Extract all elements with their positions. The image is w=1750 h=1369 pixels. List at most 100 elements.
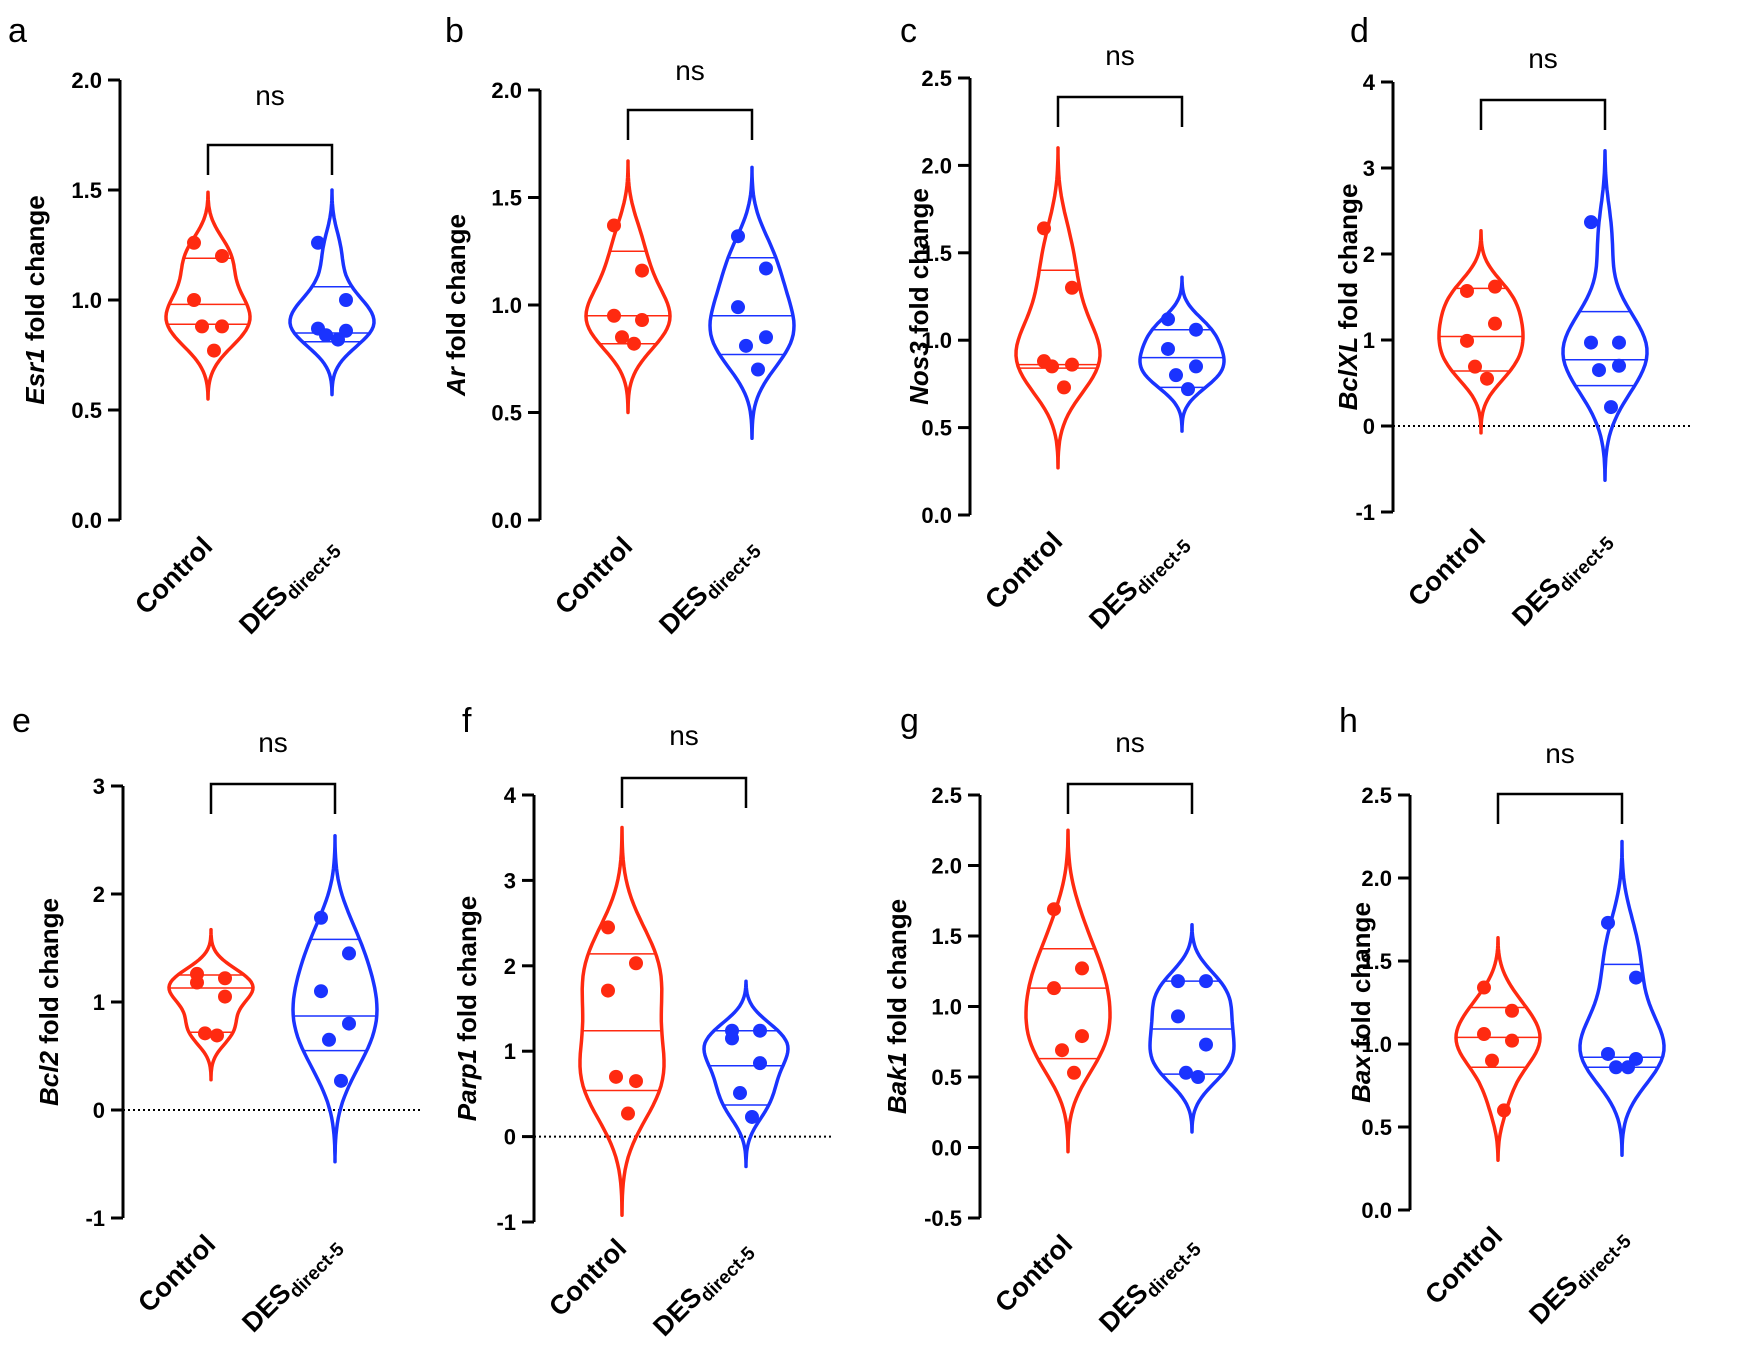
data-point: [339, 293, 353, 307]
violin-control: [584, 159, 672, 415]
significance-bracket: [1496, 792, 1624, 824]
panel-e: e -1 0 1 2 3 Bcl2 fold change ns Control DESdirec…: [12, 702, 423, 1342]
significance-label: ns: [675, 55, 705, 86]
y-tick-label: 1: [93, 990, 105, 1015]
y-axis-label: Ar fold change: [441, 214, 471, 397]
y-tick-label: 2: [1363, 242, 1375, 267]
y-tick-label: 1: [504, 1039, 516, 1064]
data-point: [1584, 215, 1598, 230]
data-point: [334, 1073, 348, 1088]
y-tick-label: 0: [93, 1098, 105, 1123]
y-tick-label: 0.5: [931, 1065, 962, 1090]
panel-letter: e: [12, 702, 31, 740]
y-axis-label: Parp1 fold change: [452, 896, 482, 1121]
y-tick-label: 0.0: [71, 508, 102, 533]
y-axis-label-suffix: fold change: [34, 898, 64, 1051]
x-category-subscript: direct-5: [285, 1239, 349, 1303]
violin-outline: [1437, 229, 1525, 435]
data-point: [609, 1069, 623, 1084]
data-point: [210, 1028, 224, 1043]
y-tick-label: 2.0: [921, 153, 952, 178]
panel-letter: b: [445, 12, 464, 50]
panel-f: f -1 0 1 2 3 4 Parp1 fold change ns Control DESdir…: [452, 702, 834, 1342]
data-point: [311, 235, 325, 250]
y-axis-label: Bcl2 fold change: [34, 898, 64, 1106]
data-point: [1189, 322, 1203, 337]
data-point: [635, 263, 649, 278]
data-point: [1468, 359, 1482, 374]
data-point: [1075, 961, 1089, 976]
violin-outline: [167, 927, 255, 1082]
violin-outline: [1138, 275, 1226, 433]
y-tick-label: 2.0: [71, 68, 102, 93]
violin-outline: [1148, 922, 1236, 1134]
x-category-label: Control: [989, 1229, 1078, 1318]
x-category-subscript: direct-5: [282, 541, 346, 605]
y-axis-label-gene: Ar: [441, 365, 471, 397]
violin-control: [1454, 936, 1542, 1162]
data-point: [731, 229, 745, 244]
x-category-subscript: direct-5: [702, 541, 766, 605]
data-point: [1065, 280, 1079, 295]
y-tick-label: 2.5: [931, 783, 962, 808]
data-point: [1584, 335, 1598, 350]
data-point: [733, 1086, 747, 1101]
violin-des: [1578, 839, 1666, 1157]
significance-label: ns: [1528, 43, 1558, 74]
y-axis-label-gene: Parp1: [452, 1049, 482, 1121]
y-axis-label-gene: BclXL: [1333, 337, 1363, 411]
data-point: [745, 1109, 759, 1124]
data-point: [607, 218, 621, 233]
data-point: [615, 330, 629, 345]
panel-letter: d: [1350, 12, 1369, 50]
significance-bracket: [206, 143, 334, 175]
y-tick-label: 1.5: [931, 924, 962, 949]
data-point: [1199, 974, 1213, 989]
y-tick-label: -1: [85, 1206, 105, 1231]
data-point: [1055, 1043, 1069, 1058]
x-category-name: Control: [1419, 1221, 1508, 1310]
data-point: [1480, 371, 1494, 386]
y-tick-label: 2.5: [1361, 783, 1392, 808]
x-category-name: Control: [979, 526, 1068, 615]
x-category-label: DESdirect-5: [1523, 1221, 1636, 1334]
y-tick-label: 0.5: [921, 416, 952, 441]
y-tick-label: 2.0: [931, 854, 962, 879]
significance-bracket: [1479, 98, 1607, 130]
y-tick-label: -1: [496, 1210, 516, 1235]
panel-c: c 0.0 0.5 1.0 1.5 2.0 2.5 Nos3 fold change ns Con…: [900, 12, 1226, 635]
y-tick-label: 1.0: [921, 328, 952, 353]
panel-letter: h: [1339, 702, 1358, 740]
x-category-name: Control: [132, 1229, 221, 1318]
y-tick-label: -1: [1355, 500, 1375, 525]
data-point: [1191, 1070, 1205, 1084]
y-tick-label: 3: [1363, 156, 1375, 181]
panel-h: h 0.0 0.5 1.0 1.5 2.0 2.5 Bax fold change ns Cont…: [1339, 702, 1666, 1334]
y-axis-label: BclXL fold change: [1333, 184, 1363, 411]
data-point: [1612, 335, 1626, 350]
panel-letter: f: [462, 702, 472, 740]
x-category-label: DESdirect-5: [233, 531, 346, 644]
x-category-subscript: direct-5: [1142, 1239, 1206, 1303]
data-point: [607, 308, 621, 323]
violin-outline: [1024, 828, 1112, 1154]
data-point: [1199, 1037, 1213, 1052]
data-point: [1171, 974, 1185, 989]
x-category-subscript: direct-5: [1572, 1231, 1636, 1295]
data-point: [1161, 312, 1175, 327]
violin-outline: [288, 188, 376, 397]
x-category-label: DESdirect-5: [236, 1229, 349, 1342]
y-axis-label-suffix: fold change: [20, 195, 50, 348]
y-tick-label: 0.0: [491, 508, 522, 533]
data-point: [1057, 380, 1071, 395]
panel-a: a 0.0 0.5 1.0 1.5 2.0 Esr1 fold change ns Contro…: [8, 12, 376, 644]
data-point: [1179, 1065, 1193, 1080]
panel-b: b 0.0 0.5 1.0 1.5 2.0 Ar fold change ns Control D…: [441, 12, 796, 640]
data-point: [1189, 359, 1203, 374]
y-tick-label: 0.0: [921, 503, 952, 528]
significance-label: ns: [1105, 40, 1135, 71]
violin-des: [288, 188, 376, 397]
data-point: [1621, 1060, 1635, 1075]
y-tick-label: 0.0: [1361, 1198, 1392, 1223]
violin-outline: [578, 825, 666, 1217]
